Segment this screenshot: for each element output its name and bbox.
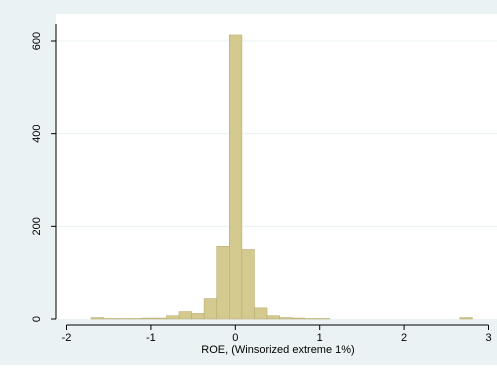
y-tick-label: 0 (31, 316, 43, 322)
histogram-bar (91, 318, 104, 319)
histogram-bar (242, 250, 255, 320)
x-tick-label: 3 (485, 332, 491, 344)
histogram-bar (166, 316, 179, 319)
histogram-bar (267, 316, 280, 319)
plot-area (56, 14, 497, 319)
x-tick-label: 2 (401, 332, 407, 344)
x-tick-label: -2 (62, 332, 72, 344)
histogram-bar (217, 246, 230, 319)
histogram-bar (280, 318, 293, 319)
x-tick-label: 1 (317, 332, 323, 344)
histogram-bar (179, 312, 192, 319)
histogram-bar (192, 313, 205, 319)
histogram-bar (460, 318, 473, 319)
y-tick-label: 400 (31, 124, 43, 142)
histogram-bar (141, 318, 154, 319)
x-tick-label: -1 (146, 332, 156, 344)
x-axis-label: ROE, (Winsorized extreme 1%) (201, 344, 354, 356)
histogram-bar (154, 318, 167, 319)
histogram-bar (204, 299, 217, 319)
x-tick-label: 0 (232, 332, 238, 344)
y-tick-label: 200 (31, 217, 43, 235)
y-tick-label: 600 (31, 32, 43, 50)
histogram-bar (254, 308, 267, 319)
histogram-bar (292, 318, 305, 319)
histogram-bar (229, 35, 242, 319)
